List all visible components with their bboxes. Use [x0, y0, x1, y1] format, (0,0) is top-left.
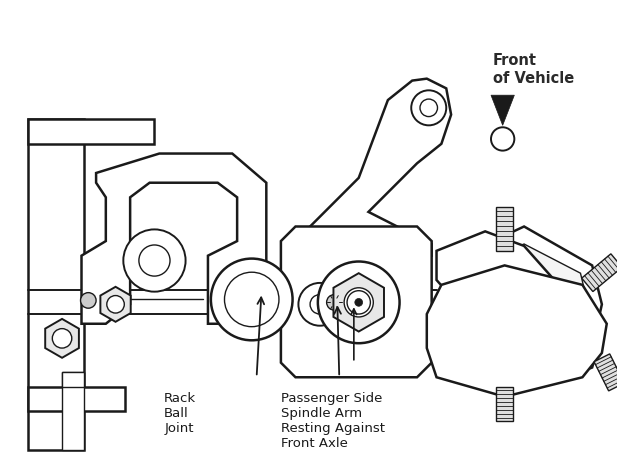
Circle shape [310, 295, 329, 314]
Circle shape [344, 288, 373, 317]
Polygon shape [446, 244, 588, 378]
Polygon shape [62, 372, 85, 450]
Circle shape [355, 298, 362, 306]
Polygon shape [295, 79, 451, 256]
Polygon shape [491, 95, 515, 125]
Circle shape [81, 293, 96, 308]
Polygon shape [436, 226, 602, 392]
Circle shape [491, 127, 515, 151]
Polygon shape [436, 231, 602, 382]
Circle shape [299, 283, 341, 326]
Text: Rack
Ball
Joint: Rack Ball Joint [164, 392, 197, 435]
Text: Front
of Vehicle: Front of Vehicle [493, 53, 574, 86]
Circle shape [347, 291, 371, 314]
Circle shape [327, 295, 342, 310]
Polygon shape [594, 354, 624, 391]
Circle shape [225, 272, 279, 327]
Circle shape [107, 295, 125, 313]
Polygon shape [582, 254, 622, 292]
Circle shape [211, 259, 292, 340]
Polygon shape [281, 226, 432, 377]
Circle shape [53, 329, 72, 348]
Circle shape [411, 90, 446, 125]
Circle shape [139, 245, 170, 276]
Circle shape [123, 229, 185, 292]
Polygon shape [334, 273, 384, 331]
Polygon shape [45, 319, 79, 358]
Polygon shape [496, 387, 513, 421]
Circle shape [318, 261, 399, 343]
Text: Passenger Side
Spindle Arm
Resting Against
Front Axle: Passenger Side Spindle Arm Resting Again… [281, 392, 385, 450]
Polygon shape [100, 287, 131, 322]
Polygon shape [62, 372, 85, 387]
Polygon shape [496, 207, 513, 251]
Circle shape [420, 99, 438, 116]
Polygon shape [28, 387, 125, 411]
Polygon shape [81, 153, 266, 324]
Polygon shape [28, 119, 155, 144]
Polygon shape [427, 266, 607, 397]
Polygon shape [28, 119, 85, 450]
